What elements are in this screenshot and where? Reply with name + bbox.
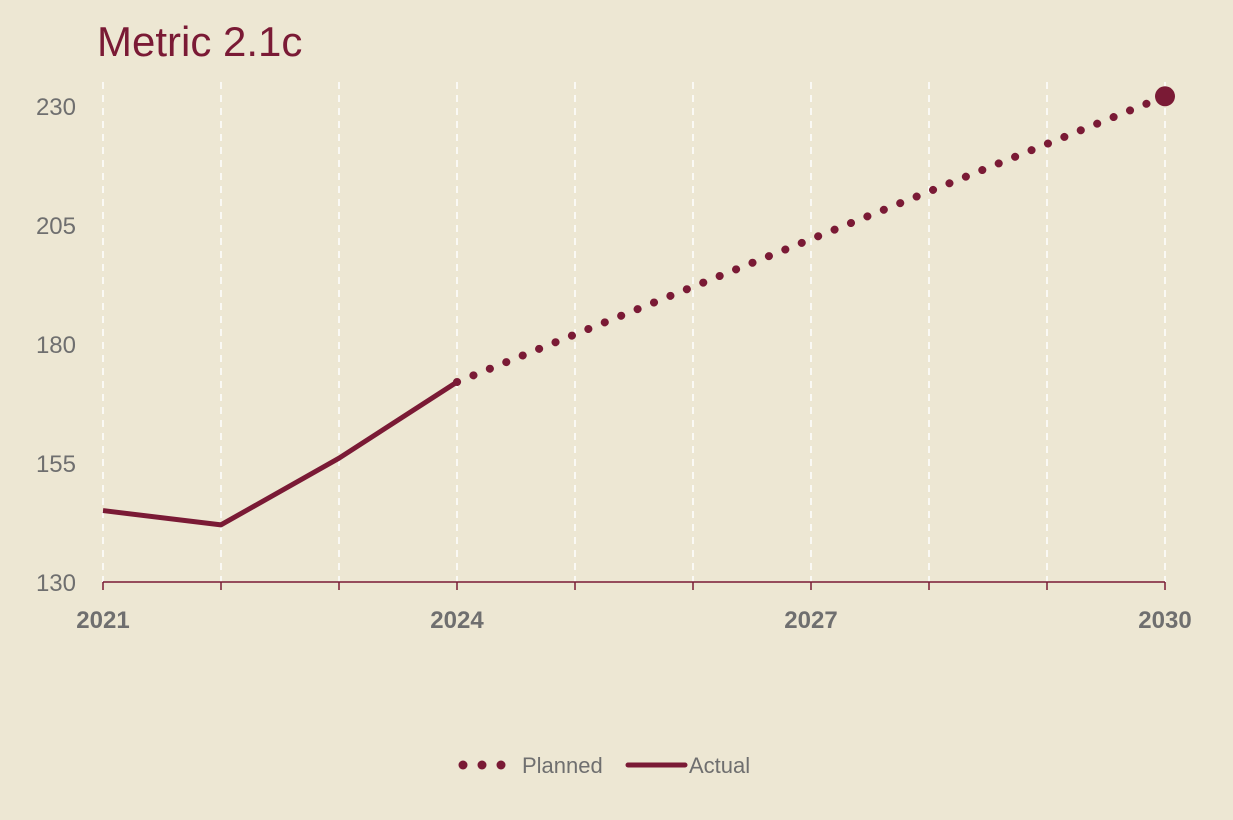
legend-item-planned: Planned bbox=[458, 753, 603, 778]
legend-swatch-dot-planned bbox=[458, 760, 468, 770]
legend-swatch-dot-planned bbox=[496, 760, 506, 770]
x-tick-label-2027: 2027 bbox=[784, 607, 837, 634]
series-actual bbox=[102, 379, 459, 528]
x-tick-label-2021: 2021 bbox=[76, 607, 129, 634]
series-planned bbox=[453, 86, 1175, 386]
x-tick-label-2024: 2024 bbox=[430, 607, 484, 634]
chart-title: Metric 2.1c bbox=[97, 18, 302, 65]
legend: Planned Actual bbox=[458, 753, 750, 778]
series-line-actual bbox=[102, 379, 459, 528]
end-point-marker-planned bbox=[1155, 86, 1175, 107]
legend-label-planned: Planned bbox=[522, 753, 603, 778]
y-tick-label-130: 130 bbox=[36, 570, 76, 597]
series-line-planned bbox=[453, 92, 1169, 386]
x-tick-label-2030: 2030 bbox=[1138, 607, 1191, 634]
y-tick-label-155: 155 bbox=[36, 451, 76, 478]
y-tick-label-205: 205 bbox=[36, 213, 76, 240]
axes: 130 155 180 205 230 2021 2024 2027 2030 bbox=[36, 94, 1192, 634]
y-tick-label-180: 180 bbox=[36, 332, 76, 359]
legend-swatch-dot-planned bbox=[477, 760, 487, 770]
legend-label-actual: Actual bbox=[689, 753, 750, 778]
grid-lines bbox=[102, 82, 1166, 582]
y-tick-label-230: 230 bbox=[36, 94, 76, 121]
legend-item-actual: Actual bbox=[625, 753, 750, 778]
series-lines bbox=[102, 86, 1175, 528]
